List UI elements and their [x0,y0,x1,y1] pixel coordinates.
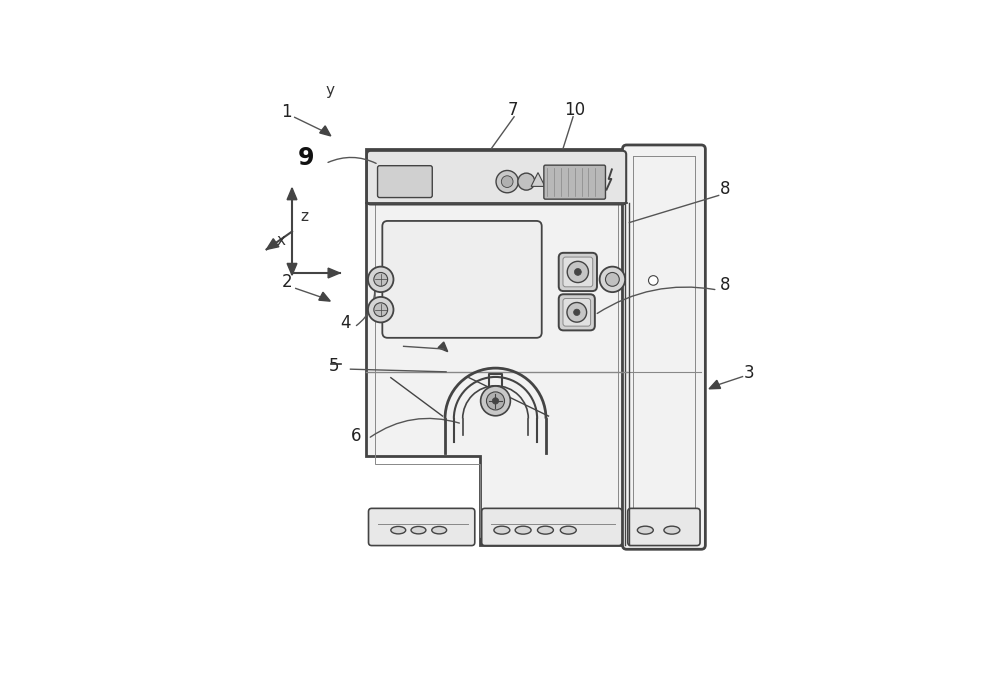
Polygon shape [319,293,330,301]
Circle shape [518,173,535,190]
Polygon shape [287,188,297,199]
Text: 5: 5 [329,357,340,375]
Circle shape [368,266,393,292]
Circle shape [600,266,625,292]
FancyBboxPatch shape [367,151,626,204]
Text: z: z [300,209,308,224]
Text: 10: 10 [565,101,586,119]
Polygon shape [366,149,627,545]
FancyBboxPatch shape [559,294,595,331]
Circle shape [374,303,388,317]
Ellipse shape [494,526,510,534]
Circle shape [486,392,505,410]
Text: 7: 7 [507,101,518,119]
Ellipse shape [432,526,447,534]
FancyBboxPatch shape [622,145,705,549]
Text: y: y [325,83,334,98]
Circle shape [501,176,513,188]
Circle shape [368,297,393,322]
FancyBboxPatch shape [559,253,597,291]
Circle shape [481,386,510,416]
Ellipse shape [411,526,426,534]
Polygon shape [320,126,331,136]
Ellipse shape [664,526,680,534]
Circle shape [605,273,619,286]
FancyBboxPatch shape [378,166,432,197]
Ellipse shape [637,526,653,534]
Circle shape [649,276,658,285]
Polygon shape [438,342,448,352]
Text: x: x [276,233,285,248]
Polygon shape [531,172,545,186]
Circle shape [496,170,518,193]
Text: 9: 9 [297,146,314,170]
Text: 6: 6 [350,427,361,446]
Ellipse shape [560,526,576,534]
Ellipse shape [537,526,553,534]
Ellipse shape [391,526,406,534]
Circle shape [574,268,581,275]
Polygon shape [287,264,297,275]
FancyBboxPatch shape [544,165,605,199]
Polygon shape [328,268,340,278]
FancyBboxPatch shape [482,509,622,546]
FancyBboxPatch shape [563,257,593,287]
Ellipse shape [515,526,531,534]
Polygon shape [709,380,721,389]
Text: 8: 8 [720,276,730,294]
Circle shape [567,262,588,283]
FancyBboxPatch shape [369,509,475,546]
FancyBboxPatch shape [382,221,542,338]
Circle shape [374,273,388,286]
Polygon shape [267,239,279,249]
Text: 3: 3 [744,364,754,382]
Circle shape [567,302,587,322]
FancyBboxPatch shape [628,509,700,546]
Text: 1: 1 [281,104,292,121]
Circle shape [574,309,580,315]
FancyBboxPatch shape [563,299,591,326]
Text: 4: 4 [340,314,350,333]
Circle shape [492,397,499,404]
Text: 8: 8 [720,180,730,198]
Text: 2: 2 [281,273,292,291]
